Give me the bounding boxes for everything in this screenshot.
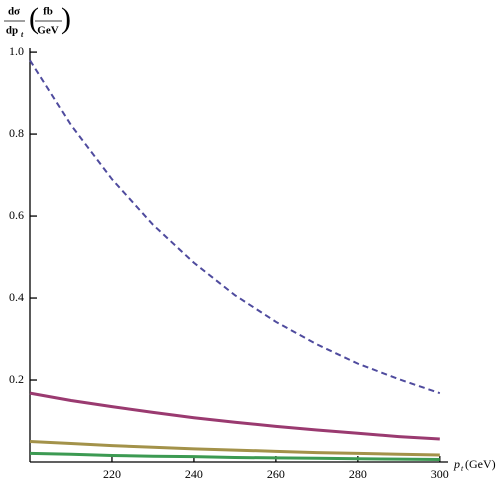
series-line — [29, 451, 440, 462]
y-label-numerator: dσ — [8, 6, 20, 18]
x-label-unit: (GeV) — [465, 457, 496, 471]
x-label-symbol: p — [453, 457, 460, 471]
x-tick-label: 260 — [267, 467, 285, 481]
y-tick-label: 0.2 — [9, 372, 24, 386]
x-tick-label: 300 — [431, 467, 449, 481]
y-tick-label: 0.4 — [9, 290, 24, 304]
y-label-unit-numerator: fb — [43, 6, 53, 18]
series-line — [29, 440, 440, 457]
x-label-subscript: t — [461, 464, 464, 473]
paren: ( — [29, 2, 39, 35]
paren: ) — [61, 2, 71, 35]
series-line — [29, 391, 440, 441]
x-tick-label: 220 — [103, 467, 121, 481]
y-label-denominator: dp — [6, 25, 18, 37]
x-tick-label: 280 — [349, 467, 367, 481]
y-tick-label: 0.8 — [9, 126, 24, 140]
x-tick-label: 240 — [185, 467, 203, 481]
y-label-unit-denominator: GeV — [37, 25, 58, 37]
y-axis-label: dσ dp t ( fb GeV ) — [4, 2, 71, 39]
y-tick-label: 1.0 — [9, 44, 24, 58]
series-line — [29, 59, 441, 395]
y-label-subscript: t — [21, 30, 24, 39]
y-tick-label: 0.6 — [9, 208, 24, 222]
x-axis-label: p t (GeV) — [453, 457, 496, 473]
